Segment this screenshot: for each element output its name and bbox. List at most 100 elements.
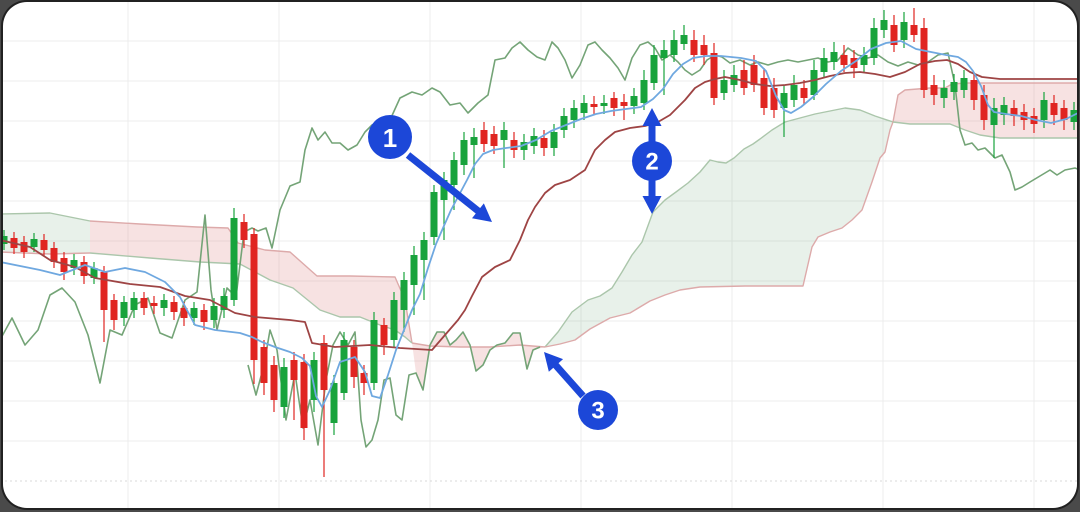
candle-body-bullish (3, 236, 8, 244)
candle-body-bearish (760, 78, 768, 108)
candle-body-bullish (560, 116, 568, 130)
cloud-bearish-fill (90, 221, 412, 343)
candle-body-bullish (630, 96, 638, 106)
candle-body-bullish (990, 108, 998, 125)
candle-body-bullish (790, 85, 798, 100)
candle-body-bearish (100, 272, 108, 310)
annotation-arrow-shaft (405, 152, 483, 216)
candle-body-bearish (110, 300, 118, 320)
candle-body-bullish (780, 93, 788, 108)
candle-body-bullish (330, 383, 338, 423)
annotation-arrowhead (642, 108, 662, 126)
senkou-span-edge (544, 107, 894, 348)
candle-body-bearish (750, 65, 758, 85)
candle-body-bullish (680, 35, 688, 44)
candle-body-bearish (480, 130, 488, 144)
candle-body-bearish (620, 102, 628, 106)
annotation-number-2: 2 (645, 149, 658, 176)
candle-body-bearish (200, 310, 208, 322)
candle-body-bearish (1010, 108, 1018, 116)
candle-body-bearish (1060, 108, 1068, 120)
senkou-span-edge (89, 220, 413, 344)
candle-body-bullish (90, 268, 98, 278)
candle-body-bullish (220, 296, 228, 310)
candle-body-bearish (20, 242, 28, 252)
candle-body-bearish (320, 343, 328, 390)
senkou-span-edge (411, 342, 546, 348)
senkou-span-edge (892, 121, 1077, 139)
candle-body-bullish (940, 88, 948, 98)
candle-body-bullish (370, 320, 378, 383)
candle-body-bearish (800, 88, 808, 98)
candle-body-bearish (150, 303, 158, 306)
candle-body-bullish (1000, 105, 1008, 115)
candle-body-bullish (120, 302, 128, 318)
candle-body-bearish (170, 302, 178, 312)
ichimoku-candlestick-chart: 1 2 3 (3, 2, 1077, 508)
annotation-arrow-shaft (550, 360, 586, 399)
annotation-arrowhead (544, 352, 564, 372)
candle-body-bearish (920, 28, 928, 90)
candle-body-bearish (350, 347, 358, 377)
candle-body-bearish (690, 40, 698, 55)
candle-body-bearish (930, 85, 938, 95)
senkou-span-edge (3, 251, 91, 255)
candle-body-bullish (440, 180, 448, 200)
candle-body-bullish (570, 108, 578, 120)
candle-body-bearish (890, 25, 898, 45)
candle-body-bullish (130, 298, 138, 310)
candle-body-bullish (470, 137, 478, 145)
cloud-bullish-fill (545, 108, 893, 347)
candle-body-bullish (30, 239, 38, 247)
candle-body-bearish (250, 234, 258, 360)
candle-body-bullish (880, 20, 888, 30)
candle-body-bullish (420, 240, 428, 260)
senkou-span-edge (544, 121, 894, 348)
candle-body-bullish (410, 255, 418, 285)
candle-body-bearish (490, 134, 498, 146)
candle-body-bullish (640, 80, 648, 103)
candle-body-bearish (970, 80, 978, 100)
candle-body-bearish (50, 248, 58, 262)
candle-body-bullish (670, 40, 678, 55)
candle-body-bearish (260, 347, 268, 383)
candle-body-bearish (80, 262, 88, 276)
candle-body-bearish (40, 240, 48, 250)
candle-body-bullish (550, 132, 558, 148)
kijun-sen-line (3, 59, 1077, 351)
candle-body-bullish (280, 367, 288, 407)
candle-body-bullish (720, 80, 728, 93)
candle-body-bullish (960, 78, 968, 90)
candle-body-bearish (380, 325, 388, 345)
candle-body-bearish (770, 88, 778, 110)
candle-body-bullish (580, 103, 588, 113)
candle-body-bullish (520, 142, 528, 150)
candle-body-bearish (300, 362, 308, 428)
annotation-arrowhead (642, 196, 662, 214)
annotation-number-1: 1 (383, 123, 397, 153)
candle-body-bearish (510, 140, 518, 150)
candle-body-bullish (860, 55, 868, 65)
candle-body-bearish (590, 104, 598, 107)
candle-body-bullish (500, 130, 508, 140)
candle-body-bullish (900, 22, 908, 40)
annotation-circle-3 (578, 390, 618, 430)
annotation-circle-2 (632, 141, 672, 181)
candle-body-bearish (710, 53, 718, 98)
candle-body-bearish (60, 258, 68, 272)
annotation-number-3: 3 (591, 398, 604, 425)
candle-body-bearish (240, 222, 248, 240)
candle-body-bearish (610, 98, 618, 108)
tenkan-sen-line (3, 40, 1077, 408)
candle-body-bullish (450, 160, 458, 185)
candle-body-bullish (730, 75, 738, 85)
candle-body-bullish (460, 140, 468, 165)
candle-body-bullish (390, 300, 398, 340)
candle-body-bullish (160, 300, 168, 308)
candle-body-bearish (540, 138, 548, 148)
candle-body-bullish (660, 50, 668, 58)
candle-body-bearish (840, 55, 848, 65)
candle-body-bearish (910, 25, 918, 35)
candle-body-bearish (140, 298, 148, 308)
candle-body-bearish (270, 365, 278, 400)
